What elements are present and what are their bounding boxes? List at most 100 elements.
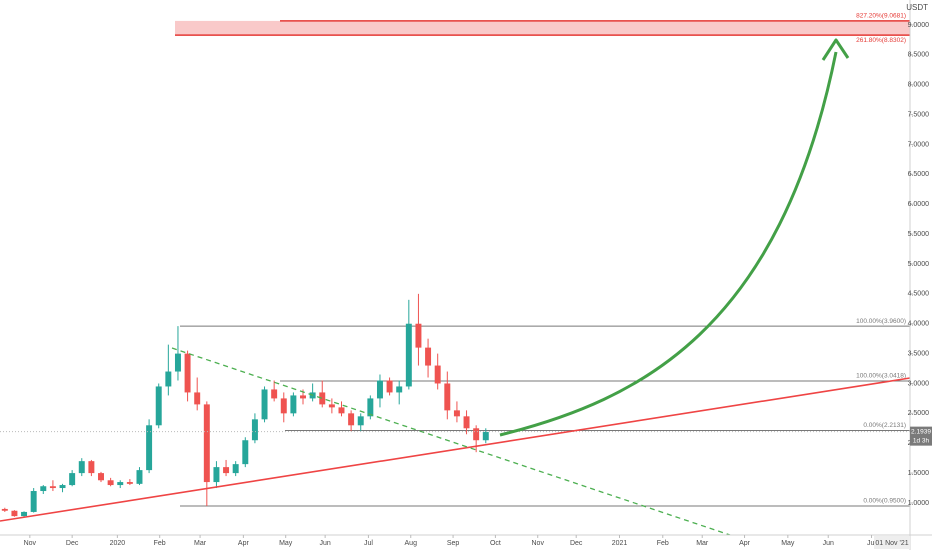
candle-body	[357, 416, 364, 426]
candle-body	[107, 480, 114, 486]
plot-area: 827.20%(9.0681) 261.80%(8.8302) 100.00%(3.…	[0, 13, 910, 518]
candle-body	[367, 398, 374, 417]
candle-body	[338, 407, 345, 414]
last-price-label: 2.1939	[911, 428, 931, 435]
fib-level-label: 0.00%(2.2131)	[863, 422, 906, 429]
candle-body	[348, 413, 355, 426]
fib-level-label: 100.00%(3.0418)	[856, 373, 906, 380]
candle-body	[280, 398, 287, 414]
arrow-head	[821, 38, 850, 61]
y-tick-label: 8.0000	[908, 82, 930, 89]
candle-body	[434, 365, 441, 384]
target-zone	[175, 20, 910, 36]
x-tick-label: 2021	[612, 540, 628, 547]
candle-body	[174, 353, 181, 372]
x-tick-label: Mar	[194, 540, 207, 547]
candle-body	[473, 428, 480, 441]
candle-body	[194, 392, 201, 405]
candle-body	[396, 386, 403, 393]
candle-body	[184, 353, 191, 393]
candle-body	[213, 467, 220, 483]
candle-body	[165, 371, 172, 387]
candle-body	[251, 419, 258, 441]
fib-level-label: 827.20%(9.0681)	[856, 13, 906, 20]
x-tick-label: May	[279, 540, 293, 547]
candle-body	[415, 323, 422, 348]
candle-body	[242, 440, 249, 465]
candle-body	[425, 347, 432, 366]
x-tick-label: May	[781, 540, 795, 547]
candle-body	[40, 486, 47, 492]
candle-body	[155, 386, 162, 426]
support-trendline	[0, 377, 911, 522]
candle-body	[146, 425, 153, 471]
x-tick-label: Feb	[657, 540, 669, 547]
candle-body	[98, 473, 104, 481]
candle-body	[49, 486, 56, 489]
y-tick-label: 7.0000	[908, 141, 930, 148]
y-tick-label: 6.0000	[908, 201, 930, 208]
y-tick-label: 4.0000	[908, 321, 930, 328]
y-tick-label: 5.5000	[908, 231, 930, 238]
x-tick-label: Jun	[319, 540, 330, 547]
x-tick-label: Dec	[66, 540, 79, 547]
candle-body	[59, 485, 66, 489]
candle-body	[11, 510, 18, 517]
candle-body	[482, 431, 489, 441]
y-tick-label: 8.5000	[908, 52, 930, 59]
fib-level-label: 261.80%(8.8302)	[856, 37, 906, 44]
y-tick-label: 3.5000	[908, 350, 930, 357]
x-tick-label: Jul	[867, 540, 876, 547]
candle-body	[88, 461, 95, 474]
x-tick-label: 2020	[110, 540, 126, 547]
candle-body	[232, 464, 239, 474]
candle-body	[376, 380, 383, 399]
candle-body	[405, 323, 412, 387]
candle-body	[319, 392, 326, 405]
candle-body	[453, 410, 460, 417]
candle-body	[386, 380, 393, 393]
x-tick-label: Dec	[570, 540, 583, 547]
x-tick-label: Feb	[154, 540, 166, 547]
candle-body	[136, 470, 143, 484]
y-tick-label: 5.0000	[908, 261, 930, 268]
fib-level-label: 100.00%(3.9600)	[856, 318, 906, 325]
y-tick-label: 2.5000	[908, 410, 930, 417]
y-tick-label: 7.5000	[908, 111, 930, 118]
x-tick-label: Mar	[696, 540, 709, 547]
candle-body	[444, 383, 451, 411]
y-tick-label: 9.0000	[908, 22, 930, 29]
time-axis-bg	[0, 535, 932, 550]
projection-arrow	[499, 51, 838, 437]
candle-body	[223, 467, 230, 474]
candle-body	[463, 416, 470, 429]
x-tick-label: Nov	[532, 540, 545, 547]
y-tick-label: 4.5000	[908, 291, 930, 298]
countdown-label: 1d 3h	[913, 437, 930, 444]
last-price-tag	[910, 426, 932, 446]
resistance-trendline	[171, 347, 731, 536]
date-label: 01 Nov '21	[875, 540, 908, 547]
candle-body	[69, 473, 76, 486]
y-tick-label: 6.5000	[908, 171, 930, 178]
candle-body	[290, 395, 297, 414]
candle-body	[21, 511, 28, 517]
candle-body	[203, 404, 210, 483]
price-axis-bg	[910, 0, 932, 550]
candle-body	[117, 482, 124, 486]
y-tick-label: 3.0000	[908, 380, 930, 387]
date-tag	[874, 536, 910, 549]
candle-body	[261, 389, 268, 420]
y-tick-label: 1.0000	[908, 500, 930, 507]
candle-body	[30, 491, 37, 512]
x-tick-label: Jun	[823, 540, 834, 547]
x-tick-label: Apr	[739, 540, 751, 547]
x-tick-label: Apr	[238, 540, 250, 547]
candle-body	[1, 508, 8, 511]
candle-body	[300, 395, 306, 399]
x-tick-label: Nov	[24, 540, 37, 547]
